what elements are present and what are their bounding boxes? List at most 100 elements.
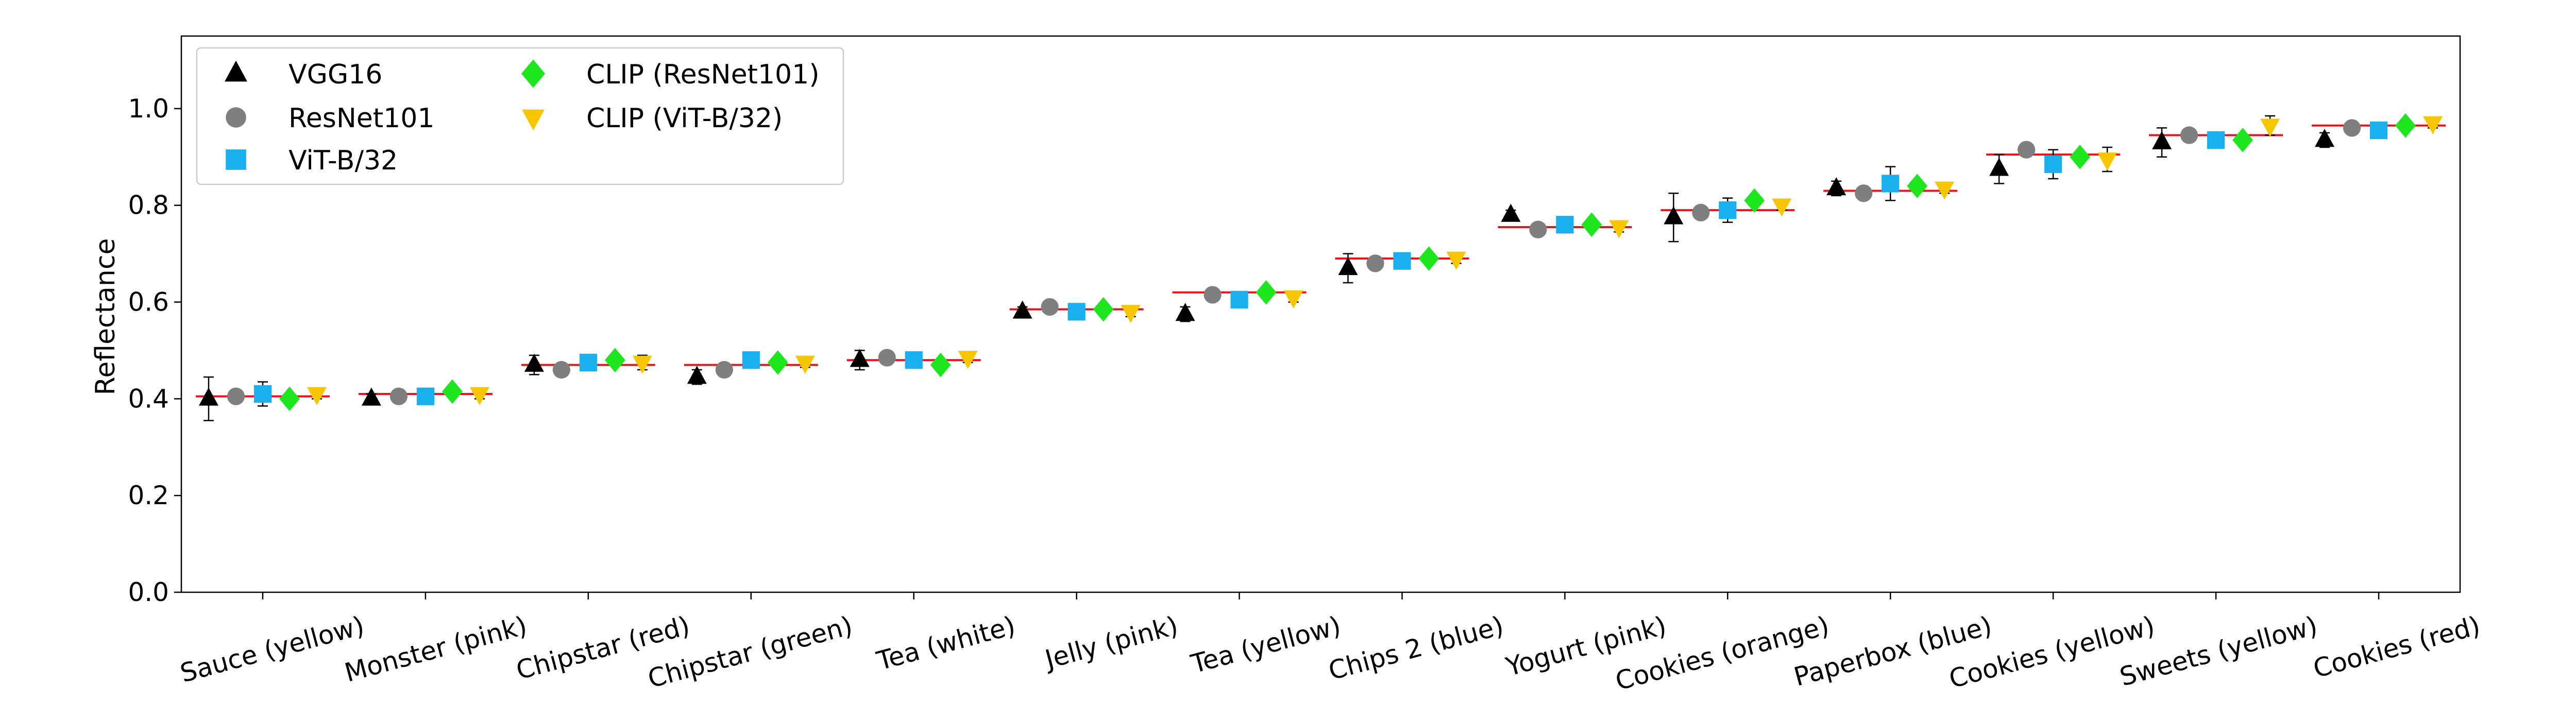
data-point xyxy=(1772,198,1792,217)
legend-label: ViT-B/32 xyxy=(289,145,398,176)
data-point xyxy=(279,386,300,411)
legend-label: ResNet101 xyxy=(289,103,434,134)
data-point xyxy=(389,387,408,405)
y-tick-label: 0.4 xyxy=(128,384,169,414)
data-point xyxy=(1609,220,1629,238)
data-point xyxy=(1446,251,1466,270)
data-point xyxy=(767,350,788,375)
legend: VGG16 ResNet101 ViT-B/32 CLIP (ResNet101) CL… xyxy=(196,47,844,185)
data-point xyxy=(1041,298,1059,316)
data-point xyxy=(442,379,463,404)
data-point xyxy=(2207,131,2225,149)
x-tick-label: Cookies (red) xyxy=(2310,611,2483,684)
legend-marker-triangle-up xyxy=(225,60,247,82)
legend-marker-triangle-down xyxy=(522,109,545,131)
data-point xyxy=(1935,181,1955,200)
data-point xyxy=(1989,158,2009,176)
data-point xyxy=(1256,280,1277,305)
data-point xyxy=(742,351,760,369)
data-point xyxy=(1501,203,1521,222)
data-point xyxy=(227,387,245,405)
data-point xyxy=(1067,303,1086,321)
data-point xyxy=(253,385,272,403)
data-point xyxy=(930,352,951,377)
data-point xyxy=(1826,177,1846,196)
data-point xyxy=(878,349,896,367)
data-point xyxy=(1093,297,1114,322)
data-point xyxy=(2315,129,2335,147)
data-point xyxy=(2152,131,2172,149)
data-point xyxy=(795,355,815,374)
data-point xyxy=(579,353,597,372)
data-point xyxy=(2343,119,2361,137)
series-square xyxy=(253,122,2388,407)
data-point xyxy=(1855,184,1873,202)
data-point xyxy=(2180,126,2198,144)
data-point xyxy=(1692,203,1710,221)
data-point xyxy=(524,353,544,372)
y-tick-label: 1.0 xyxy=(128,94,169,124)
legend-label: VGG16 xyxy=(289,59,382,90)
data-point xyxy=(1230,290,1248,308)
data-point xyxy=(632,355,652,374)
data-point xyxy=(1012,300,1032,319)
y-tick-label: 0.0 xyxy=(128,577,169,607)
data-point xyxy=(1719,201,1737,219)
data-point xyxy=(2369,122,2388,140)
plot-frame xyxy=(180,35,2461,593)
data-point xyxy=(958,351,978,369)
data-point xyxy=(2423,116,2443,134)
data-point xyxy=(1393,252,1411,270)
data-point xyxy=(2260,118,2280,137)
x-tick-label: Tea (white) xyxy=(873,611,1019,677)
data-point xyxy=(198,387,218,406)
data-point xyxy=(1283,290,1303,308)
data-point xyxy=(604,348,625,372)
data-point xyxy=(715,360,733,379)
x-tick-label: Jelly (pink) xyxy=(1041,611,1181,675)
data-point xyxy=(2232,128,2253,152)
data-point xyxy=(2018,141,2036,159)
data-point xyxy=(1366,254,1384,272)
x-tick-label: Tea (yellow) xyxy=(1188,611,1344,679)
data-point xyxy=(307,387,327,405)
data-point xyxy=(1581,212,1602,237)
y-tick-label: 0.2 xyxy=(128,480,169,510)
data-point xyxy=(1664,206,1684,225)
series-diamond xyxy=(279,113,2416,411)
data-point xyxy=(1175,303,1195,321)
data-point xyxy=(1882,175,1900,193)
series-triangle-down xyxy=(307,115,2443,405)
data-point xyxy=(361,387,381,406)
series-triangle-up xyxy=(198,127,2335,421)
data-point xyxy=(416,387,434,405)
y-axis-label: Reflectance xyxy=(90,238,121,396)
y-tick-label: 0.6 xyxy=(128,287,169,317)
data-point xyxy=(2395,113,2416,138)
data-point xyxy=(2044,155,2062,173)
legend-label: CLIP (ViT-B/32) xyxy=(586,103,783,134)
data-point xyxy=(850,349,870,367)
y-tick-label: 0.8 xyxy=(128,191,169,220)
data-point xyxy=(1556,216,1574,234)
series-circle xyxy=(227,119,2361,405)
data-point xyxy=(2070,145,2091,169)
x-tick-label: Monster (pink) xyxy=(342,611,530,688)
data-point xyxy=(552,360,570,379)
legend-marker-square xyxy=(226,149,246,170)
data-point xyxy=(1907,174,1928,198)
data-point xyxy=(2097,152,2117,171)
data-point xyxy=(687,366,707,384)
data-point xyxy=(1121,305,1141,323)
data-point xyxy=(1529,220,1547,238)
legend-marker-diamond xyxy=(521,59,546,88)
legend-box xyxy=(196,47,844,185)
data-point xyxy=(905,351,923,369)
plot-area xyxy=(195,113,2446,421)
data-point xyxy=(1418,246,1439,271)
data-point xyxy=(1338,256,1358,276)
legend-label: CLIP (ResNet101) xyxy=(586,59,820,90)
data-point xyxy=(1744,188,1765,213)
data-point xyxy=(469,387,489,405)
